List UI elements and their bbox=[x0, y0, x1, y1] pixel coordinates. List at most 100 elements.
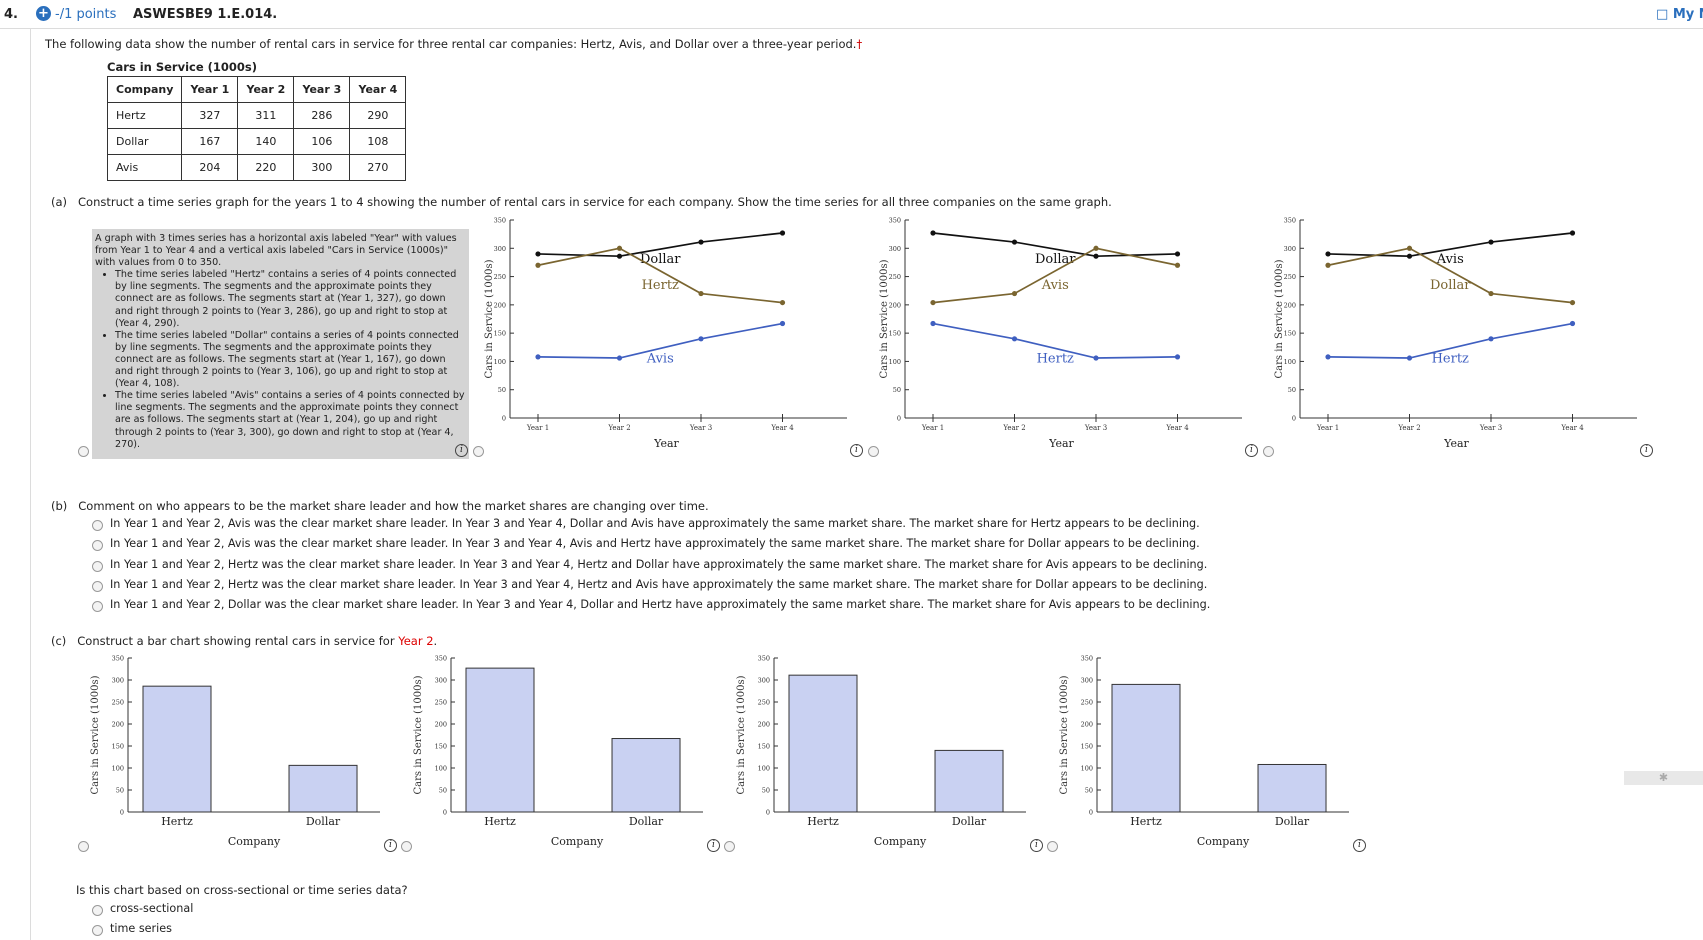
y-tick-label: 350 bbox=[1284, 217, 1296, 225]
my-notes-link[interactable]: □ My N bbox=[1656, 7, 1703, 22]
footnote-dagger: † bbox=[856, 37, 863, 51]
option-b-radio-1[interactable] bbox=[92, 520, 103, 531]
data-point bbox=[1325, 354, 1331, 360]
y-tick-label: 50 bbox=[116, 787, 124, 795]
bar-option-radio-4[interactable] bbox=[1047, 841, 1058, 852]
option-b-radio-4[interactable] bbox=[92, 581, 103, 592]
line-chart-option-2: 0 50 100 150 200 250 300 350 Cars in Service (10… bbox=[484, 217, 847, 450]
expand-plus-icon[interactable]: + bbox=[36, 6, 51, 21]
line-chart-option-3: 0 50 100 150 200 250 300 350 Cars in Service (10… bbox=[879, 217, 1242, 450]
y-tick-label: 200 bbox=[112, 721, 124, 729]
option-b-radio-2[interactable] bbox=[92, 540, 103, 551]
table-row: Avis 204 220 300 270 bbox=[106, 154, 407, 181]
table-cell: 270 bbox=[349, 154, 407, 181]
bar-option-radio-1[interactable] bbox=[78, 841, 89, 852]
info-icon[interactable]: i bbox=[1030, 839, 1043, 852]
data-point bbox=[1093, 245, 1099, 251]
annotation-pin-icon[interactable]: ✱ bbox=[1624, 771, 1703, 785]
info-icon[interactable]: i bbox=[1245, 444, 1258, 457]
data-point bbox=[1174, 262, 1181, 268]
info-icon[interactable]: i bbox=[1353, 839, 1366, 852]
info-icon[interactable]: i bbox=[707, 839, 720, 852]
y-tick-label: 300 bbox=[435, 677, 447, 685]
series-label-avis: Avis bbox=[1041, 278, 1069, 293]
y-tick-label: 50 bbox=[893, 386, 901, 394]
bar-option-radio-3[interactable] bbox=[724, 841, 735, 852]
data-point bbox=[1093, 253, 1099, 259]
table-cell: 286 bbox=[293, 102, 351, 129]
data-point bbox=[1488, 336, 1494, 342]
y-tick-label: 300 bbox=[112, 677, 124, 685]
alt-text-item: The time series labeled "Avis" contains … bbox=[115, 390, 466, 450]
option-b-text-2[interactable]: In Year 1 and Year 2, Avis was the clear… bbox=[110, 537, 1200, 550]
info-icon[interactable]: i bbox=[455, 444, 468, 457]
y-tick-label: 300 bbox=[758, 677, 770, 685]
cross-sectional-radio[interactable] bbox=[92, 905, 103, 916]
data-point bbox=[535, 354, 541, 360]
line-chart-option-4: 0 50 100 150 200 250 300 350 Cars in Service (10… bbox=[1274, 217, 1637, 450]
bar-option-radio-2[interactable] bbox=[401, 841, 412, 852]
graph-option-radio-1[interactable] bbox=[78, 446, 89, 457]
graph-option-radio-4[interactable] bbox=[1263, 446, 1274, 457]
series-line-hertz bbox=[1327, 322, 1573, 359]
x-axis-label: Company bbox=[551, 835, 604, 848]
y-tick-label: 200 bbox=[1284, 301, 1296, 309]
series-label-hertz: Hertz bbox=[1037, 351, 1074, 366]
data-point bbox=[1174, 251, 1181, 257]
series-label-avis: Avis bbox=[646, 351, 674, 366]
info-icon[interactable]: i bbox=[384, 839, 397, 852]
data-point bbox=[930, 230, 936, 236]
option-b-text-1[interactable]: In Year 1 and Year 2, Avis was the clear… bbox=[110, 517, 1200, 530]
y-tick-label: 250 bbox=[758, 699, 770, 707]
x-axis-label: Company bbox=[1197, 835, 1250, 848]
table-cell: 311 bbox=[237, 102, 295, 129]
y-tick-label: 100 bbox=[889, 358, 901, 366]
table-cell: 327 bbox=[181, 102, 239, 129]
table-cell: 167 bbox=[181, 128, 239, 155]
data-point bbox=[698, 239, 704, 245]
y-tick-label: 150 bbox=[758, 743, 770, 751]
y-tick-label: 150 bbox=[112, 743, 124, 751]
x-tick-label: Year 4 bbox=[1165, 424, 1189, 432]
alt-text-intro: A graph with 3 times series has a horizo… bbox=[95, 233, 457, 269]
y-tick-label: 150 bbox=[1284, 330, 1296, 338]
data-point bbox=[1569, 320, 1576, 327]
x-tick-label: Year 4 bbox=[770, 424, 794, 432]
data-point bbox=[1406, 355, 1413, 361]
y-tick-label: 200 bbox=[435, 721, 447, 729]
option-b-text-4[interactable]: In Year 1 and Year 2, Hertz was the clea… bbox=[110, 578, 1208, 591]
option-b-text-5[interactable]: In Year 1 and Year 2, Dollar was the cle… bbox=[110, 598, 1211, 611]
option-b-radio-3[interactable] bbox=[92, 561, 103, 572]
option-b-radio-5[interactable] bbox=[92, 601, 103, 612]
info-icon[interactable]: i bbox=[850, 444, 863, 457]
x-tick-label: Year 1 bbox=[1316, 424, 1339, 432]
data-point bbox=[1488, 290, 1494, 297]
y-tick-label: 300 bbox=[1081, 677, 1093, 685]
data-point bbox=[1569, 299, 1576, 306]
series-line-avis bbox=[537, 322, 783, 359]
series-line-hertz bbox=[537, 247, 783, 304]
cross-sectional-label[interactable]: cross-sectional bbox=[110, 902, 194, 915]
graph-option-radio-2[interactable] bbox=[473, 446, 484, 457]
graph-option-radio-3[interactable] bbox=[868, 446, 879, 457]
part-b-heading: (b) Comment on who appears to be the mar… bbox=[51, 499, 709, 513]
y-tick-label: 150 bbox=[435, 743, 447, 751]
option-b-text-3[interactable]: In Year 1 and Year 2, Hertz was the clea… bbox=[110, 558, 1208, 571]
y-tick-label: 0 bbox=[1292, 415, 1296, 423]
intro-text: The following data show the number of re… bbox=[45, 37, 863, 51]
data-point bbox=[1093, 355, 1099, 361]
data-point bbox=[1011, 239, 1018, 245]
time-series-radio[interactable] bbox=[92, 925, 103, 936]
info-icon[interactable]: i bbox=[1640, 444, 1653, 457]
y-tick-label: 350 bbox=[1081, 655, 1093, 663]
table-cell: Hertz bbox=[106, 102, 183, 129]
bar-dollar bbox=[1257, 763, 1327, 813]
data-point bbox=[535, 251, 541, 257]
bar-hertz bbox=[788, 674, 858, 813]
question-header bbox=[0, 0, 1703, 29]
data-point bbox=[930, 299, 936, 306]
y-tick-label: 350 bbox=[758, 655, 770, 663]
time-series-label[interactable]: time series bbox=[110, 922, 172, 935]
table-row: Hertz 327 311 286 290 bbox=[106, 102, 407, 129]
y-tick-label: 150 bbox=[494, 330, 506, 338]
